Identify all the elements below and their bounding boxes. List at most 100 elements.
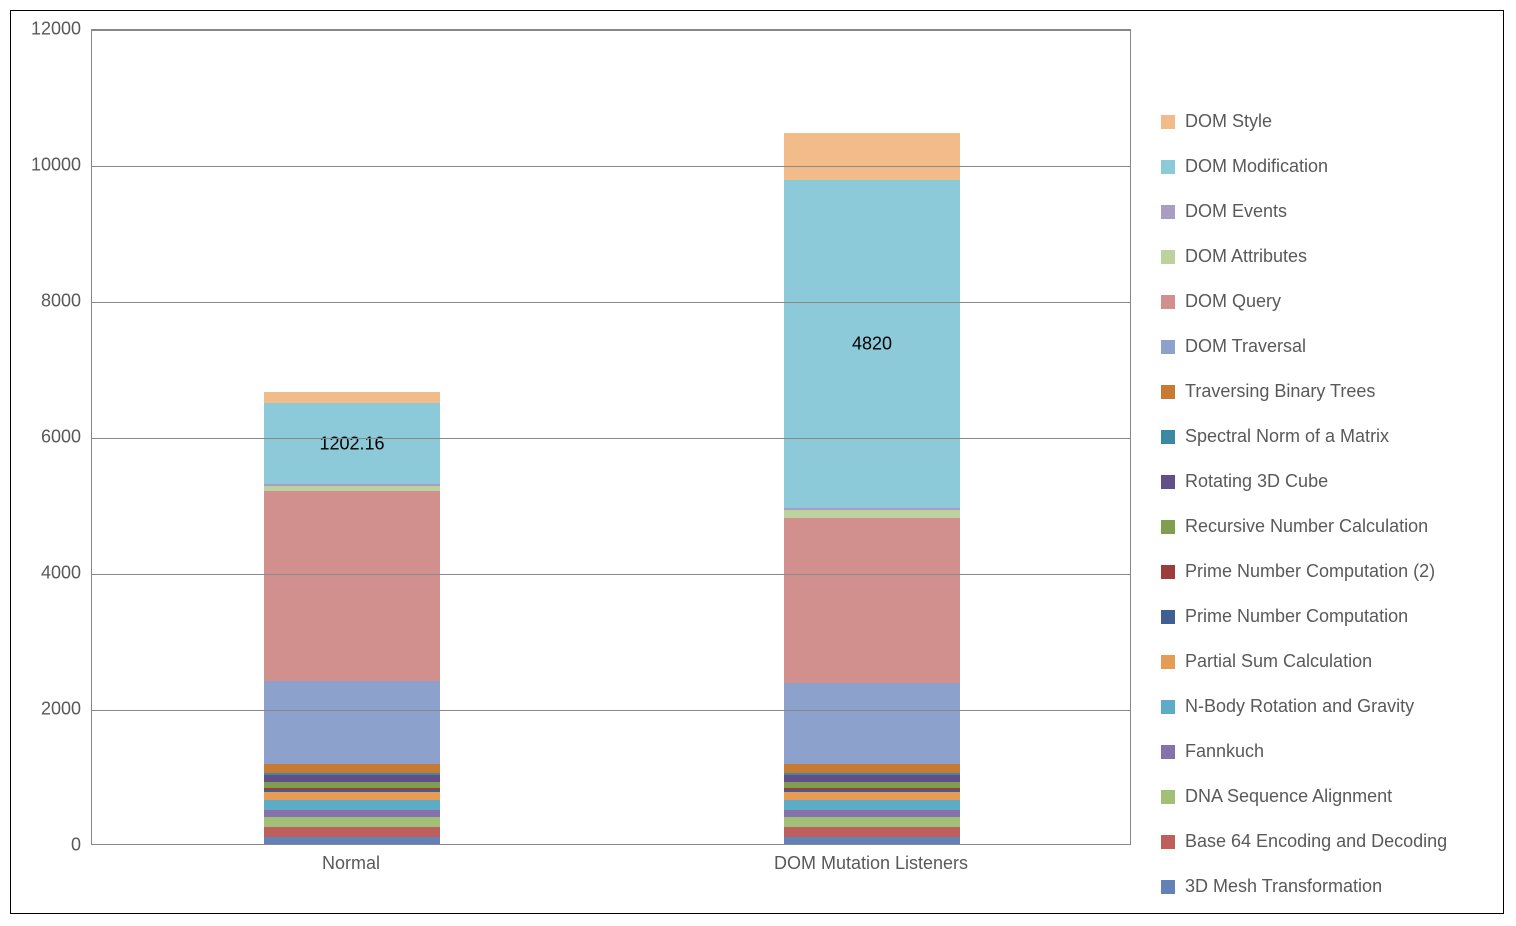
- bar-segment: [264, 817, 441, 827]
- y-tick-label: 4000: [21, 563, 81, 584]
- bar-segment: 1202.16: [264, 403, 441, 485]
- bar-segment: 4820: [784, 180, 961, 508]
- legend-item: Prime Number Computation: [1161, 606, 1491, 627]
- plot-area: 1202.16 4820: [91, 29, 1131, 845]
- bar-segment: [264, 681, 441, 764]
- bar-column: 4820: [784, 133, 961, 844]
- legend-label: Base 64 Encoding and Decoding: [1185, 831, 1447, 852]
- legend-label: N-Body Rotation and Gravity: [1185, 696, 1414, 717]
- bar-segment: [784, 518, 961, 683]
- legend-swatch: [1161, 655, 1175, 669]
- legend-label: Rotating 3D Cube: [1185, 471, 1328, 492]
- value-label: 4820: [784, 334, 961, 355]
- bar-segment: [784, 788, 961, 790]
- bar-segment: [784, 817, 961, 827]
- legend-swatch: [1161, 250, 1175, 264]
- bar-segment: [784, 792, 961, 799]
- legend-item: DOM Events: [1161, 201, 1491, 222]
- legend-swatch: [1161, 205, 1175, 219]
- x-category-label: DOM Mutation Listeners: [774, 853, 968, 874]
- legend-label: DOM Modification: [1185, 156, 1328, 177]
- legend-swatch: [1161, 520, 1175, 534]
- x-category-label: Normal: [322, 853, 380, 874]
- legend-label: Spectral Norm of a Matrix: [1185, 426, 1389, 447]
- legend-item: Spectral Norm of a Matrix: [1161, 426, 1491, 447]
- bar-segment: [264, 491, 441, 681]
- chart-frame: 1202.164820 020004000600080001000012000 …: [10, 10, 1504, 914]
- legend-item: DOM Style: [1161, 111, 1491, 132]
- legend-label: Prime Number Computation: [1185, 606, 1408, 627]
- bar-segment: [784, 508, 961, 509]
- bar-segment: [264, 790, 441, 793]
- legend-label: DOM Query: [1185, 291, 1281, 312]
- bar-segment: [264, 800, 441, 810]
- legend-label: Partial Sum Calculation: [1185, 651, 1372, 672]
- legend-swatch: [1161, 475, 1175, 489]
- bar-segment: [264, 810, 441, 817]
- y-tick-label: 12000: [21, 19, 81, 40]
- bar-segment: [784, 810, 961, 817]
- legend-label: Recursive Number Calculation: [1185, 516, 1428, 537]
- y-tick-label: 10000: [21, 155, 81, 176]
- bar-segment: [264, 764, 441, 773]
- legend-item: Traversing Binary Trees: [1161, 381, 1491, 402]
- legend-item: Recursive Number Calculation: [1161, 516, 1491, 537]
- bar-segment: [264, 484, 441, 485]
- legend-item: DOM Modification: [1161, 156, 1491, 177]
- bar-segment: [264, 775, 441, 782]
- bar-column: 1202.16: [264, 392, 441, 844]
- bar-segment: [784, 837, 961, 844]
- legend-label: DOM Attributes: [1185, 246, 1307, 267]
- legend-item: Partial Sum Calculation: [1161, 651, 1491, 672]
- legend-label: DNA Sequence Alignment: [1185, 786, 1392, 807]
- bar-segment: [784, 764, 961, 773]
- legend-swatch: [1161, 610, 1175, 624]
- legend-swatch: [1161, 745, 1175, 759]
- legend-item: DOM Query: [1161, 291, 1491, 312]
- gridline: [92, 438, 1130, 439]
- legend-item: Base 64 Encoding and Decoding: [1161, 831, 1491, 852]
- legend-swatch: [1161, 115, 1175, 129]
- y-tick-label: 2000: [21, 699, 81, 720]
- y-tick-label: 0: [21, 835, 81, 856]
- legend-item: 3D Mesh Transformation: [1161, 876, 1491, 897]
- bar-segment: [784, 827, 961, 837]
- gridline: [92, 302, 1130, 303]
- gridline: [92, 710, 1130, 711]
- gridline: [92, 30, 1130, 31]
- bar-segment: [264, 773, 441, 775]
- value-label: 1202.16: [264, 433, 441, 454]
- legend-swatch: [1161, 700, 1175, 714]
- bars-layer: 1202.16 4820: [92, 30, 1130, 844]
- bar-segment: [264, 792, 441, 799]
- legend-label: Traversing Binary Trees: [1185, 381, 1375, 402]
- bar-segment: [784, 510, 961, 518]
- legend-label: DOM Style: [1185, 111, 1272, 132]
- legend-swatch: [1161, 430, 1175, 444]
- bar-segment: [784, 775, 961, 782]
- legend-swatch: [1161, 340, 1175, 354]
- legend-swatch: [1161, 565, 1175, 579]
- legend-swatch: [1161, 880, 1175, 894]
- legend-label: DOM Traversal: [1185, 336, 1306, 357]
- bar-segment: [264, 782, 441, 787]
- legend-swatch: [1161, 160, 1175, 174]
- legend-item: DOM Traversal: [1161, 336, 1491, 357]
- bar-segment: [264, 827, 441, 837]
- legend-swatch: [1161, 790, 1175, 804]
- bar-segment: [784, 790, 961, 793]
- legend-item: DNA Sequence Alignment: [1161, 786, 1491, 807]
- gridline: [92, 166, 1130, 167]
- legend: DOM Style DOM Modification DOM Events DOM A…: [1161, 111, 1491, 921]
- legend-swatch: [1161, 385, 1175, 399]
- legend-item: Prime Number Computation (2): [1161, 561, 1491, 582]
- bar-segment: [264, 788, 441, 790]
- y-tick-label: 6000: [21, 427, 81, 448]
- bar-segment: [264, 392, 441, 402]
- bar-segment: [264, 837, 441, 844]
- legend-swatch: [1161, 295, 1175, 309]
- legend-item: Rotating 3D Cube: [1161, 471, 1491, 492]
- legend-label: DOM Events: [1185, 201, 1287, 222]
- bar-segment: [784, 800, 961, 810]
- bar-segment: [784, 683, 961, 764]
